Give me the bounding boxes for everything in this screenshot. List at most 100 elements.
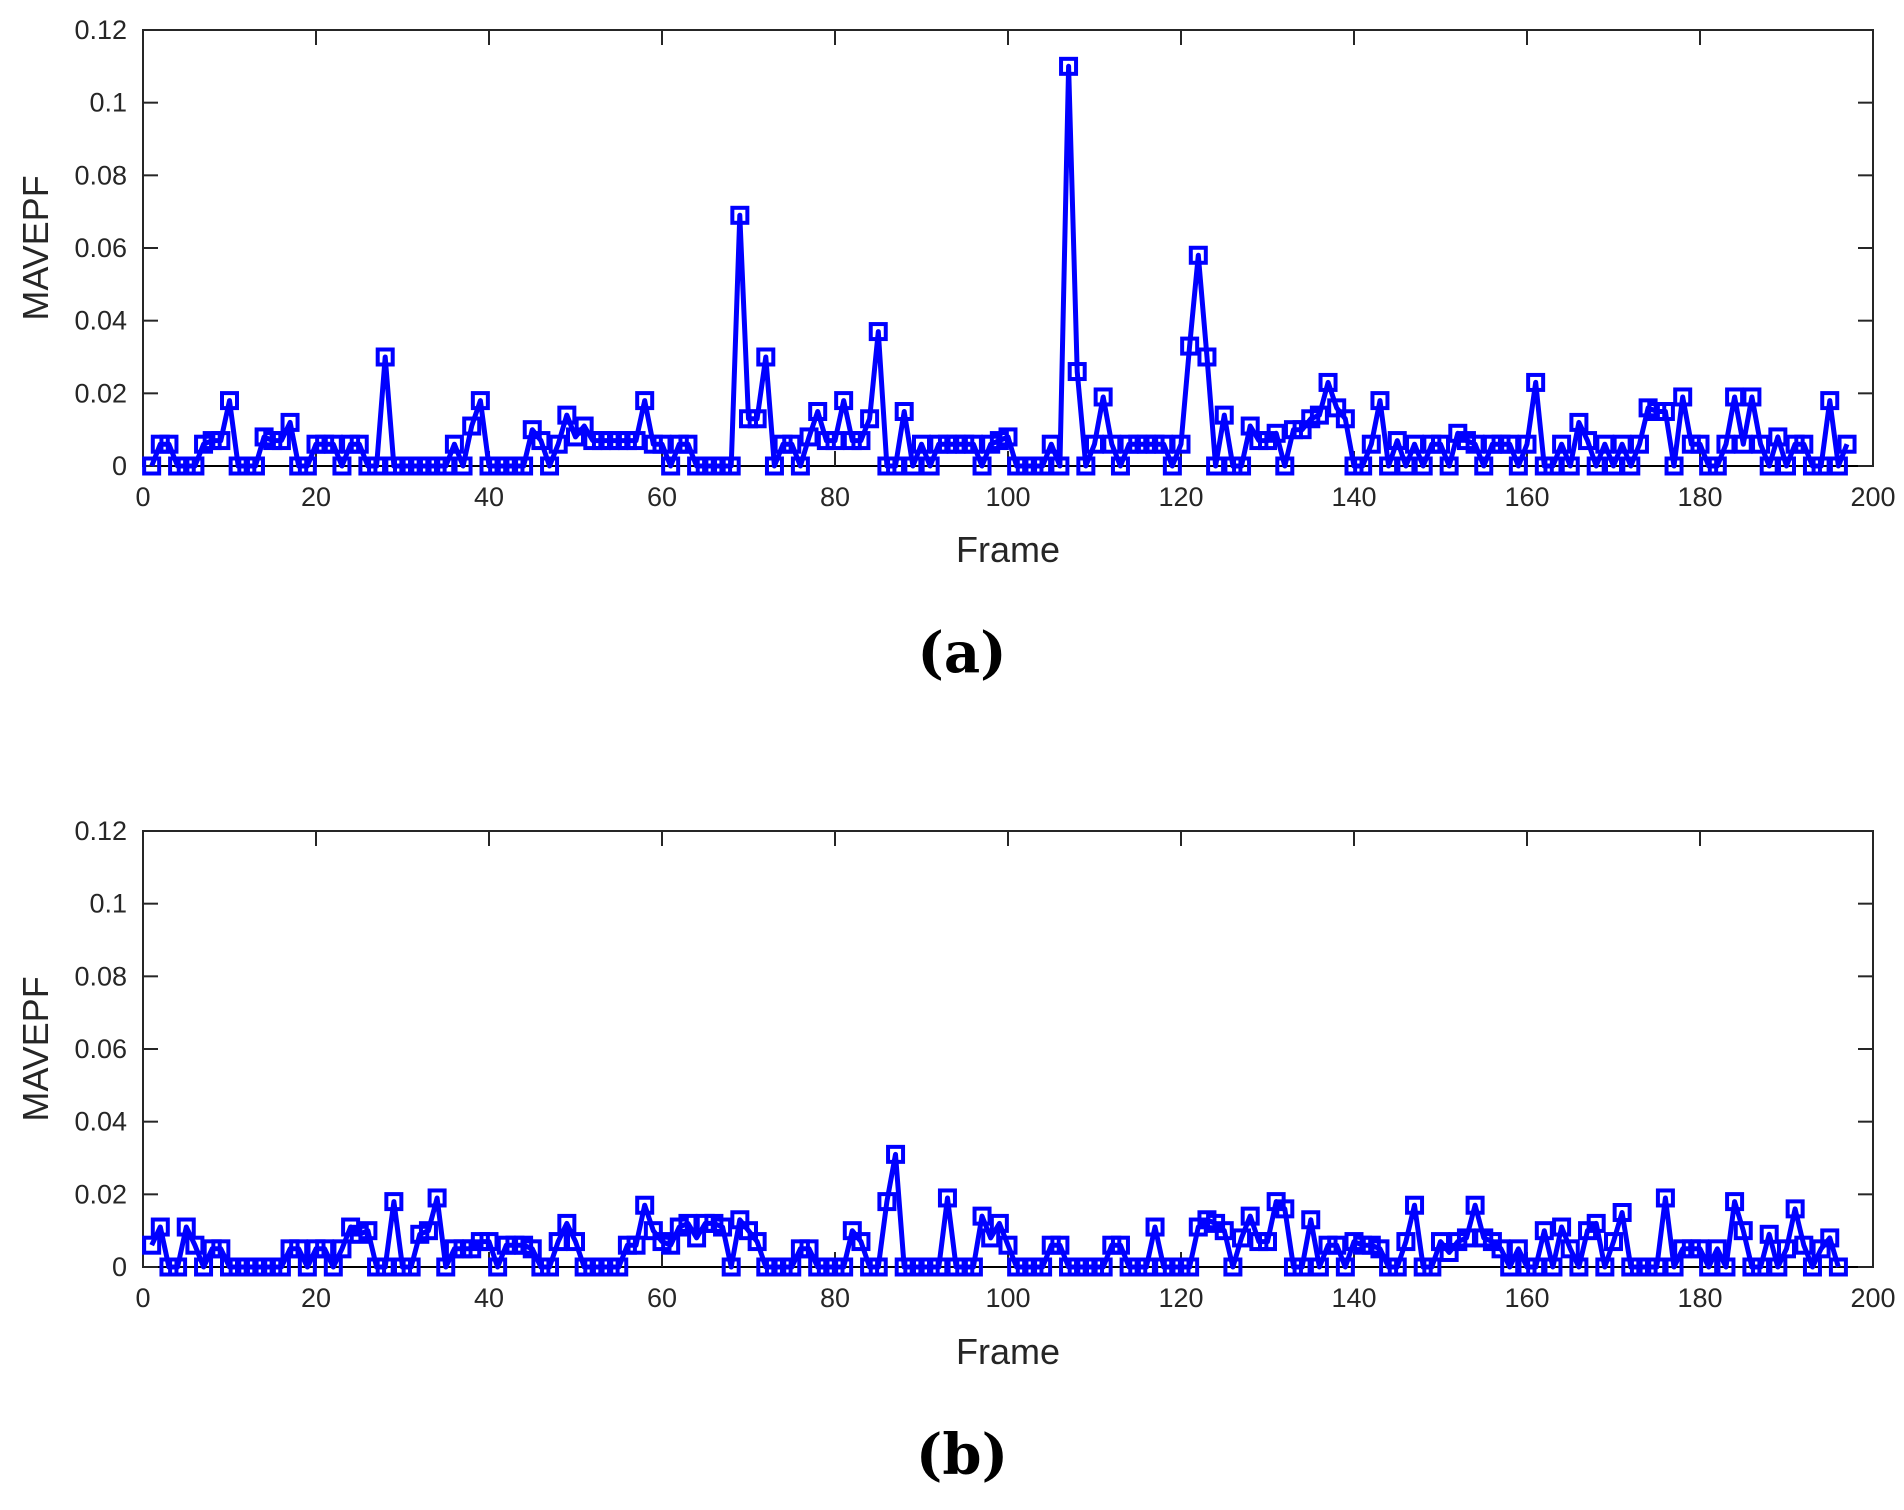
data-point-marker — [289, 1239, 309, 1259]
data-point-marker — [721, 456, 741, 476]
data-point-marker — [1690, 434, 1710, 454]
data-point-marker — [1534, 1221, 1554, 1241]
data-point-marker — [1828, 456, 1848, 476]
data-point-marker — [1802, 1257, 1822, 1277]
data-point-marker — [1716, 1257, 1736, 1277]
data-point-marker — [462, 416, 482, 436]
data-point-marker — [1664, 456, 1684, 476]
data-point-marker — [1794, 1235, 1814, 1255]
data-point-marker — [1629, 434, 1649, 454]
data-point-marker — [211, 431, 231, 451]
data-point-marker — [1707, 1239, 1727, 1259]
data-point-marker — [401, 1257, 421, 1277]
data-point-marker — [1759, 1224, 1779, 1244]
data-point-marker — [1543, 1257, 1563, 1277]
data-point-marker — [713, 1217, 733, 1237]
data-point-marker — [1059, 56, 1079, 76]
data-point-marker — [1387, 1257, 1407, 1277]
data-point-marker — [566, 1232, 585, 1252]
data-point-marker — [185, 456, 205, 476]
data-point-marker — [1085, 434, 1104, 454]
data-point-marker — [747, 1232, 767, 1252]
data-point-marker — [1301, 1210, 1321, 1230]
data-point-marker — [548, 1232, 568, 1252]
markers-a — [142, 56, 1857, 476]
data-point-marker — [1102, 434, 1122, 454]
data-point-marker — [1197, 347, 1217, 367]
data-point-marker — [1232, 456, 1252, 476]
data-point-marker — [1526, 1257, 1546, 1277]
y-tick-label: 0.04 — [74, 306, 127, 336]
data-point-marker — [540, 1257, 560, 1277]
y-tick-label: 0.06 — [74, 233, 127, 263]
data-point-marker — [522, 1239, 542, 1259]
x-tick-label: 140 — [1331, 482, 1376, 512]
data-point-marker — [912, 434, 931, 454]
data-point-marker — [1699, 1257, 1719, 1277]
data-point-marker — [1154, 434, 1174, 454]
data-point-marker — [315, 1239, 335, 1259]
data-point-marker — [998, 427, 1018, 447]
data-point-marker — [903, 456, 923, 476]
data-point-marker — [1033, 1257, 1053, 1277]
panel-label-a: (a) — [917, 620, 1006, 686]
data-point-marker — [540, 456, 560, 476]
data-point-marker — [626, 1235, 646, 1255]
data-point-marker — [1223, 1257, 1243, 1277]
data-point-marker — [1725, 1192, 1745, 1212]
data-point-marker — [1335, 1257, 1355, 1277]
y-tick-label: 0.08 — [74, 160, 127, 190]
x-tick-label: 0 — [135, 1283, 150, 1313]
data-point-marker — [747, 409, 767, 429]
data-point-marker — [764, 456, 784, 476]
x-tick-label: 20 — [301, 482, 331, 512]
data-point-marker — [782, 1257, 802, 1277]
data-point-marker — [1612, 434, 1632, 454]
data-point-marker — [1552, 434, 1572, 454]
data-point-marker — [860, 409, 880, 429]
data-point-marker — [1569, 412, 1589, 432]
y-tick-label: 0 — [112, 451, 127, 481]
data-point-marker — [972, 1206, 992, 1226]
x-tick-label: 120 — [1158, 482, 1203, 512]
data-point-marker — [1560, 1239, 1580, 1259]
data-point-marker — [1751, 1257, 1771, 1277]
data-point-marker — [1180, 336, 1200, 356]
data-point-marker — [194, 1257, 214, 1277]
data-point-marker — [635, 1195, 655, 1215]
y-tick-label: 0 — [112, 1252, 127, 1282]
data-point-marker — [557, 1213, 577, 1233]
data-point-marker — [920, 456, 940, 476]
data-point-marker — [972, 456, 992, 476]
data-point-marker — [1396, 456, 1416, 476]
data-point-marker — [1188, 245, 1208, 265]
data-point-marker — [479, 1232, 499, 1252]
x-tick-label: 120 — [1158, 1283, 1203, 1313]
data-point-marker — [1604, 1232, 1623, 1252]
x-tick-label: 100 — [985, 482, 1030, 512]
data-point-marker — [297, 456, 317, 476]
y-tick-label: 0.02 — [74, 378, 127, 408]
data-point-marker — [1110, 456, 1130, 476]
data-point-marker — [1811, 456, 1831, 476]
data-point-marker — [453, 456, 473, 476]
data-point-marker — [834, 391, 854, 411]
data-point-marker — [1759, 456, 1779, 476]
data-point-marker — [142, 1235, 162, 1255]
x-ticks-a: 0 20 40 60 80 100 120 140 160 180 200 — [135, 30, 1896, 512]
data-point-marker — [418, 1221, 438, 1241]
data-point-marker — [989, 1213, 1009, 1233]
data-point-marker — [1033, 456, 1053, 476]
data-point-marker — [1543, 456, 1563, 476]
data-point-marker — [349, 434, 369, 454]
data-point-marker — [548, 434, 568, 454]
data-point-marker — [1733, 434, 1753, 454]
data-point-marker — [1258, 1232, 1277, 1252]
data-point-marker — [1180, 1257, 1200, 1277]
data-point-marker — [1785, 1199, 1805, 1219]
data-point-marker — [323, 434, 343, 454]
data-point-marker — [1508, 456, 1528, 476]
data-point-marker — [1569, 1257, 1589, 1277]
data-point-marker — [886, 1144, 906, 1164]
data-point-marker — [470, 391, 490, 411]
